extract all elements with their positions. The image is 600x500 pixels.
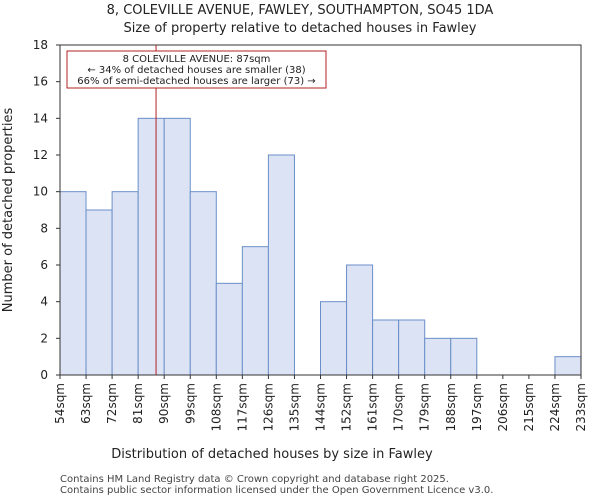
x-tick-label: 206sqm [496,383,510,431]
x-tick-label: 179sqm [418,383,432,431]
y-tick-label: 2 [40,331,48,345]
x-tick-label: 215sqm [522,383,536,431]
plot-frame [59,44,582,376]
chart-title-line2: Size of property relative to detached ho… [124,21,477,36]
y-tick-label: 10 [33,185,48,199]
x-tick-label: 126sqm [261,383,275,431]
x-tick-label: 63sqm [79,383,93,424]
x-axis-title: Distribution of detached houses by size … [111,447,433,462]
y-tick-label: 8 [40,221,48,235]
y-tick-label: 12 [33,148,48,162]
y-tick-label: 4 [40,295,48,309]
bar-117sqm [241,246,269,376]
annotation-rect [66,50,327,89]
y-tick-label: 18 [33,38,48,52]
x-tick-label: 108sqm [209,383,223,431]
y-tick-label: 16 [33,75,48,89]
x-tick-label: 161sqm [366,383,380,431]
bar-81sqm [137,117,165,376]
bar-126sqm [267,154,295,376]
bar-161sqm [372,319,400,376]
bar-224sqm [554,356,582,376]
y-tick-label: 0 [40,368,48,382]
footer-line1: Contains HM Land Registry data © Crown c… [60,474,449,485]
y-tick-label: 6 [40,258,48,272]
x-tick-label: 233sqm [574,383,588,431]
chart-title-line1: 8, COLEVILLE AVENUE, FAWLEY, SOUTHAMPTON… [107,3,494,18]
x-tick-label: 188sqm [444,383,458,431]
x-tick-label: 144sqm [314,383,328,431]
bar-144sqm [320,301,348,376]
bar-108sqm [215,282,243,376]
annotation-line3: 66% of semi-detached houses are larger (… [77,76,315,87]
x-tick-label: 99sqm [183,383,197,424]
x-tick-label: 72sqm [105,383,119,424]
y-tick-label: 14 [33,111,48,125]
bars-group [59,117,582,376]
annotation-box: 8 COLEVILLE AVENUE: 87sqm ← 34% of detac… [66,50,327,89]
bar-54sqm [59,191,87,376]
bar-170sqm [398,319,426,376]
x-tick-label: 170sqm [392,383,406,431]
x-tick-label: 152sqm [340,383,354,431]
footer-line2: Contains public sector information licen… [60,485,494,496]
bar-99sqm [189,191,217,376]
bar-188sqm [450,337,478,376]
bar-63sqm [85,209,113,376]
x-tick-label: 54sqm [53,383,67,424]
x-axis: 54sqm 63sqm 72sqm 81sqm 90sqm 99sqm 108sqm 117s… [53,375,588,431]
y-axis: 0 2 4 6 8 10 12 14 16 18 [33,38,60,382]
bar-152sqm [346,264,374,376]
bar-179sqm [424,337,452,376]
bar-90sqm [163,117,191,376]
x-tick-label: 135sqm [287,383,301,431]
bar-72sqm [111,191,139,376]
annotation-line2: ← 34% of detached houses are smaller (38… [87,65,305,76]
annotation-line1: 8 COLEVILLE AVENUE: 87sqm [123,54,271,65]
x-tick-label: 81sqm [131,383,145,424]
x-tick-label: 117sqm [235,383,249,431]
x-tick-label: 197sqm [470,383,484,431]
x-tick-label: 224sqm [548,383,562,431]
y-axis-title: Number of detached properties [1,108,16,313]
x-tick-label: 90sqm [157,383,171,424]
